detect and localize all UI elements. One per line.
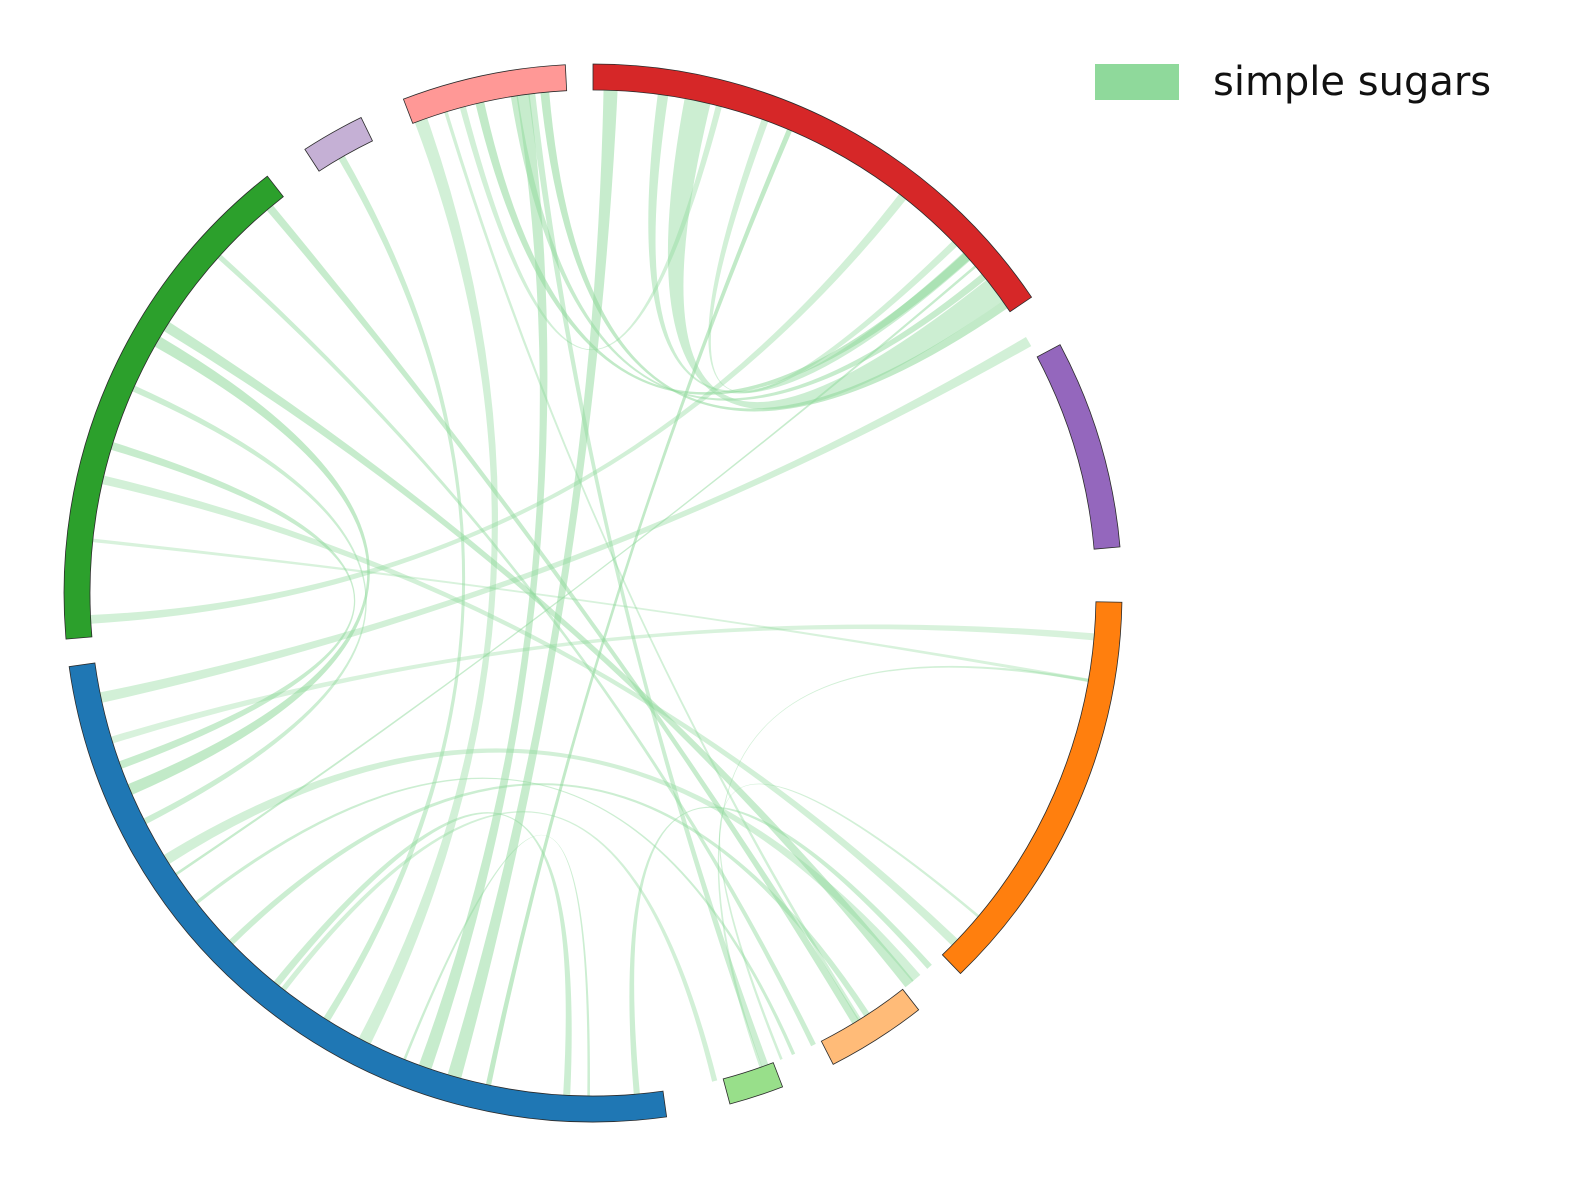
segment-arc-layer [63,63,1123,1123]
chord-ribbon-11 [418,94,548,1070]
segment-arc-red [592,63,1033,313]
chord-ribbon-17 [127,336,370,795]
chord-ribbon-30 [273,812,572,1096]
segment-arc-blue [68,662,668,1123]
segment-arc-pink [402,64,568,124]
segment-arc-light-orange [820,988,920,1065]
chord-ribbon-8 [175,265,977,876]
legend-swatch [1095,64,1179,100]
segment-arc-light-green [722,1062,784,1105]
chord-ribbon-15 [266,205,860,1024]
ribbon-layer [90,90,1095,1096]
chord-ribbon-2 [667,98,1003,410]
chord-ribbon-0 [447,90,618,1079]
segment-arc-green [63,175,284,640]
chord-ribbon-21 [101,475,958,946]
chord-ribbon-20 [110,442,356,769]
chord-ribbon-19 [132,385,367,825]
legend: simple sugars [1095,62,1491,102]
segment-arc-orange [941,601,1123,975]
chord-ribbon-14 [323,155,466,1022]
chord-ribbon-33 [719,783,980,1060]
segment-arc-lavender [304,117,374,172]
segment-arc-purple [1036,344,1121,550]
legend-label: simple sugars [1213,59,1492,105]
chord-ribbon-5 [459,105,722,351]
chord-ribbon-28 [229,783,870,1017]
